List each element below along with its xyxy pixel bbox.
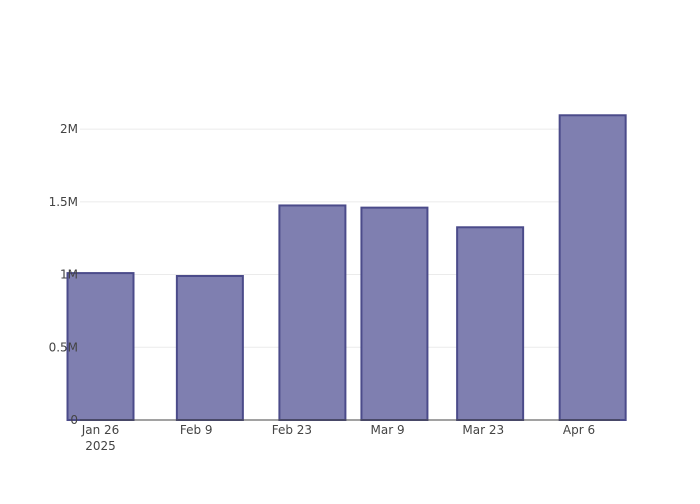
bar <box>456 226 525 421</box>
bar <box>66 272 135 421</box>
bar <box>175 275 244 421</box>
axes: 0 0.5M 1M 1.5M 2M Jan 26 2025 Feb 9 Feb 23 Mar 9 M… <box>49 122 620 453</box>
x-tick-year-label: 2025 <box>85 439 116 453</box>
grid-lines <box>80 128 620 348</box>
y-tick-label: 1.5M <box>49 195 78 209</box>
x-tick-label: Mar 23 <box>462 423 504 437</box>
bar <box>558 114 627 421</box>
y-tick-label: 0.5M <box>49 340 78 354</box>
x-tick-label: Apr 6 <box>563 423 595 437</box>
x-tick-label: Feb 23 <box>272 423 312 437</box>
x-tick-label: Mar 9 <box>371 423 405 437</box>
y-tick-label: 1M <box>60 268 78 282</box>
y-tick-label: 0 <box>70 413 78 427</box>
x-tick-label: Feb 9 <box>180 423 213 437</box>
x-tick-label: Jan 26 <box>81 423 120 437</box>
bars <box>66 114 627 421</box>
bar <box>278 204 347 421</box>
y-tick-label: 2M <box>60 122 78 136</box>
bar <box>360 206 429 421</box>
